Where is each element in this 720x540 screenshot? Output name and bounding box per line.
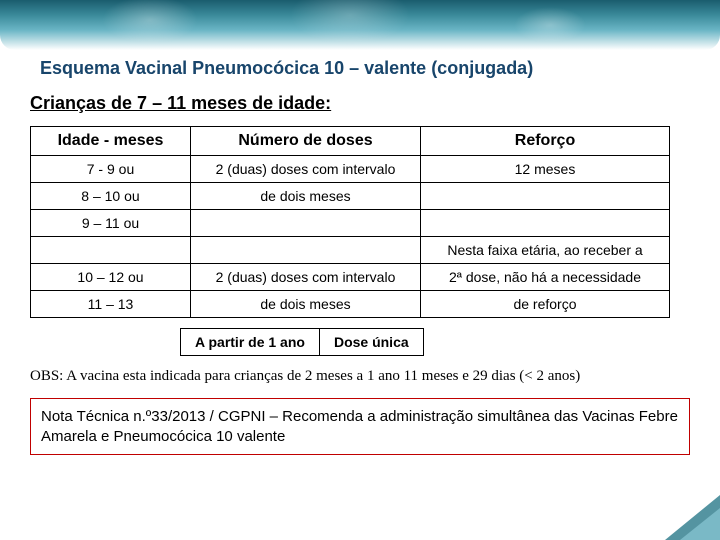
- content-area: Esquema Vacinal Pneumocócica 10 – valent…: [0, 50, 720, 455]
- table-row: 11 – 13 de dois meses de reforço: [31, 291, 670, 318]
- table-row: Nesta faixa etária, ao receber a: [31, 237, 670, 264]
- cell-doses: [191, 210, 421, 237]
- col-header-doses: Número de doses: [191, 127, 421, 156]
- cell-dose-single: Dose única: [319, 329, 423, 356]
- cell-booster: [421, 183, 670, 210]
- cell-doses: [191, 237, 421, 264]
- table-header-row: Idade - meses Número de doses Reforço: [31, 127, 670, 156]
- cell-age: 10 – 12 ou: [31, 264, 191, 291]
- corner-decoration: [665, 495, 720, 540]
- cell-age: 8 – 10 ou: [31, 183, 191, 210]
- table-row: A partir de 1 ano Dose única: [181, 329, 424, 356]
- cell-booster: [421, 210, 670, 237]
- technical-note-box: Nota Técnica n.º33/2013 / CGPNI – Recome…: [30, 398, 690, 455]
- table-row: 8 – 10 ou de dois meses: [31, 183, 670, 210]
- col-header-booster: Reforço: [421, 127, 670, 156]
- cell-booster: 12 meses: [421, 156, 670, 183]
- col-header-age: Idade - meses: [31, 127, 191, 156]
- table-row: 10 – 12 ou 2 (duas) doses com intervalo …: [31, 264, 670, 291]
- cell-doses: de dois meses: [191, 183, 421, 210]
- cell-age: 9 – 11 ou: [31, 210, 191, 237]
- cell-doses: 2 (duas) doses com intervalo: [191, 264, 421, 291]
- cell-age: 7 - 9 ou: [31, 156, 191, 183]
- section-subtitle: Crianças de 7 – 11 meses de idade:: [30, 93, 690, 114]
- cell-age-from: A partir de 1 ano: [181, 329, 320, 356]
- cell-doses: de dois meses: [191, 291, 421, 318]
- single-dose-table: A partir de 1 ano Dose única: [180, 328, 424, 356]
- cell-age: [31, 237, 191, 264]
- vaccine-schedule-table: Idade - meses Número de doses Reforço 7 …: [30, 126, 670, 318]
- cell-doses: 2 (duas) doses com intervalo: [191, 156, 421, 183]
- table-row: 7 - 9 ou 2 (duas) doses com intervalo 12…: [31, 156, 670, 183]
- cell-booster: de reforço: [421, 291, 670, 318]
- page-title: Esquema Vacinal Pneumocócica 10 – valent…: [40, 58, 690, 79]
- cell-booster: Nesta faixa etária, ao receber a: [421, 237, 670, 264]
- cell-booster: 2ª dose, não há a necessidade: [421, 264, 670, 291]
- cell-age: 11 – 13: [31, 291, 191, 318]
- table-row: 9 – 11 ou: [31, 210, 670, 237]
- header-banner: [0, 0, 720, 50]
- observation-text: OBS: A vacina esta indicada para criança…: [30, 366, 690, 386]
